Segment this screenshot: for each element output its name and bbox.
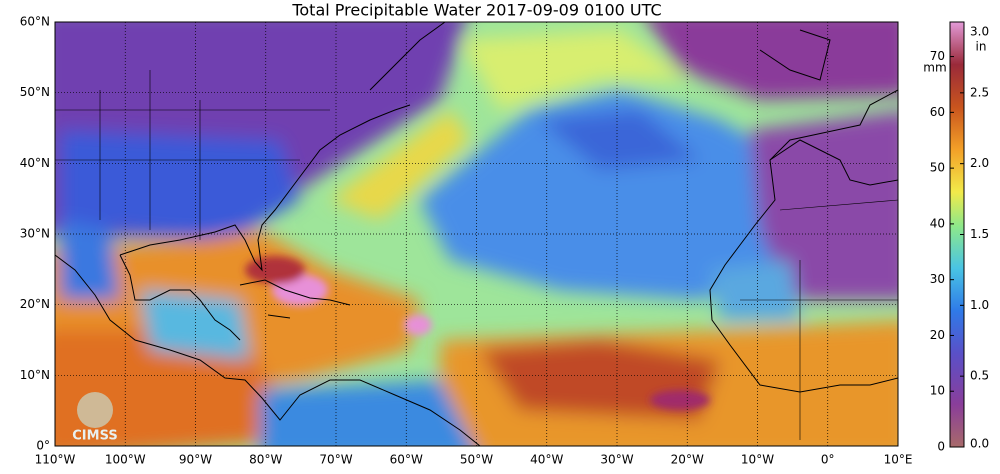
grid	[55, 22, 898, 446]
in-tick-label: 0.5	[970, 369, 989, 383]
lon-label: 20°W	[671, 453, 704, 467]
in-tick-label: 1.0	[970, 298, 989, 312]
storms	[245, 256, 710, 410]
in-tick-label: 1.5	[970, 227, 989, 241]
lat-label: 0°	[36, 439, 50, 453]
lat-label: 50°N	[20, 85, 50, 99]
lon-label: 0°	[821, 453, 835, 467]
lon-label: 60°W	[390, 453, 423, 467]
mm-tick-label: 30	[930, 272, 945, 286]
lat-label: 30°N	[20, 227, 50, 241]
lat-label: 20°N	[20, 297, 50, 311]
lon-label: 80°W	[249, 453, 282, 467]
in-tick-label: 2.5	[970, 85, 989, 99]
in-unit: in	[976, 40, 987, 54]
lat-label: 10°N	[20, 368, 50, 382]
field: CIMSS	[55, 22, 898, 446]
title: Total Precipitable Water 2017-09-09 0100…	[291, 1, 661, 20]
lon-label: 110°W	[35, 453, 76, 467]
lon-label: 100°W	[105, 453, 146, 467]
field-blobs	[55, 22, 898, 446]
in-tick-label: 3.0	[970, 25, 989, 39]
lon-label: 10°W	[741, 453, 774, 467]
mm-tick-label: 10	[930, 384, 945, 398]
lon-label: 70°W	[319, 453, 352, 467]
lon-label: 50°W	[460, 453, 493, 467]
lon-label: 40°W	[530, 453, 563, 467]
logo: CIMSS	[72, 392, 118, 444]
map-frame	[54, 21, 899, 447]
mm-tick-label: 60	[930, 105, 945, 119]
coastlines	[55, 22, 898, 446]
mm-tick-label: 50	[930, 161, 945, 175]
lon-label: 90°W	[179, 453, 212, 467]
lat-label: 40°N	[20, 156, 50, 170]
lon-label: 30°W	[600, 453, 633, 467]
mm-tick-label: 20	[930, 328, 945, 342]
mm-unit: mm	[923, 61, 946, 75]
in-tick-label: 2.0	[970, 156, 989, 170]
in-tick-label: 0.0	[970, 437, 989, 451]
mm-tick-label: 40	[930, 216, 945, 230]
mm-tick-label: 0	[937, 440, 945, 454]
lat-label: 60°N	[20, 15, 50, 29]
logo-text: CIMSS	[72, 429, 117, 444]
mm-tick-label: 70	[930, 49, 945, 63]
lon-label: 10°E	[884, 453, 913, 467]
